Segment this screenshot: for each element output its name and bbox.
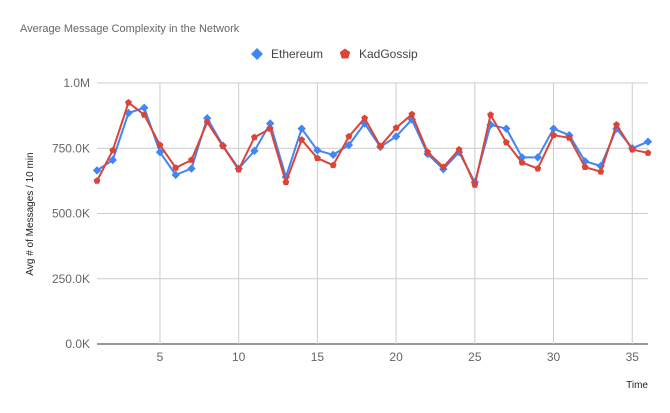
kadgossip-point	[188, 156, 195, 163]
kadgossip-point	[644, 149, 652, 156]
y-tick-label: 1.0M	[63, 76, 90, 90]
kadgossip-point	[392, 124, 400, 131]
kadgossip-point	[487, 111, 494, 118]
kadgossip-point	[376, 142, 384, 150]
x-tick-label: 20	[389, 350, 403, 364]
ethereum-point	[344, 140, 354, 150]
ethereum-point	[92, 166, 102, 175]
ethereum-point	[596, 161, 605, 171]
y-tick-label: 0.0K	[65, 337, 90, 351]
kadgossip-point	[156, 141, 164, 149]
kadgossip-point	[345, 132, 353, 140]
kadgossip-point	[597, 168, 605, 175]
x-tick-label: 5	[157, 350, 164, 364]
x-tick-label: 10	[232, 350, 246, 364]
kadgossip-point	[203, 118, 211, 126]
x-axis-label: Time	[626, 380, 648, 391]
series-ethereum	[92, 103, 653, 187]
ethereum-point	[391, 132, 401, 141]
kadgossip-point	[581, 163, 589, 170]
kadgossip-point	[109, 146, 117, 154]
kadgossip-point	[93, 177, 101, 184]
ethereum-point	[187, 164, 196, 173]
ethereum-point	[124, 108, 133, 118]
kadgossip-point	[628, 145, 636, 153]
ethereum-legend-marker	[251, 48, 263, 60]
series-layer	[92, 98, 653, 188]
ethereum-point	[360, 119, 369, 128]
legend-label-kadgossip: KadGossip	[359, 47, 418, 61]
ethereum-line	[96, 106, 649, 184]
kadgossip-point	[266, 125, 274, 132]
kadgossip-point	[534, 165, 542, 172]
legend: Ethereum KadGossip	[251, 47, 418, 61]
kadgossip-legend-marker	[339, 48, 351, 59]
kadgossip-point	[282, 178, 290, 186]
gridlines	[97, 82, 648, 345]
kadgossip-point	[455, 145, 463, 153]
ethereum-point	[502, 124, 511, 133]
legend-item-ethereum: Ethereum	[251, 47, 323, 61]
ethereum-point	[328, 150, 338, 159]
kadgossip-point	[550, 131, 557, 139]
kadgossip-point	[313, 154, 321, 162]
ethereum-point	[140, 103, 149, 112]
ethereum-point	[250, 146, 259, 156]
kadgossip-point	[439, 163, 447, 170]
kadgossip-point	[361, 114, 369, 122]
kadgossip-point	[329, 161, 337, 169]
kadgossip-point	[502, 138, 510, 146]
kadgossip-point	[424, 148, 432, 156]
y-tick-label: 500.0K	[52, 207, 90, 221]
x-tick-label: 25	[468, 350, 482, 364]
ethereum-point	[171, 170, 180, 180]
ethereum-point	[265, 119, 275, 128]
ethereum-point	[108, 155, 117, 165]
ethereum-point	[313, 146, 322, 155]
x-axis-ticks: 5 10 15 20 25 30 35	[157, 350, 640, 364]
ethereum-point	[643, 137, 653, 146]
x-tick-label: 35	[626, 350, 640, 364]
kadgossip-point	[140, 111, 148, 118]
kadgossip-point	[518, 159, 526, 166]
kadgossip-point	[219, 142, 227, 150]
kadgossip-point	[471, 181, 479, 188]
kadgossip-point	[565, 134, 573, 141]
y-tick-label: 750.0K	[52, 141, 90, 155]
kadgossip-point	[298, 136, 306, 143]
kadgossip-point	[408, 110, 416, 118]
kadgossip-point	[613, 121, 620, 128]
ethereum-point	[155, 147, 165, 157]
chart-title: Average Message Complexity in the Networ…	[20, 23, 240, 35]
legend-label-ethereum: Ethereum	[271, 47, 323, 61]
series-kadgossip	[93, 98, 652, 188]
kadgossip-point	[125, 98, 132, 106]
kadgossip-point	[172, 164, 180, 171]
y-axis-label: Avg # of Messages / 10 min	[25, 152, 36, 275]
ethereum-point	[533, 153, 542, 162]
y-axis-ticks: 0.0K 250.0K 500.0K 750.0K 1.0M	[52, 76, 90, 351]
ethereum-point	[549, 124, 558, 133]
x-tick-label: 30	[547, 350, 561, 364]
x-tick-label: 15	[311, 350, 325, 364]
legend-item-kadgossip: KadGossip	[339, 47, 418, 61]
ethereum-point	[297, 124, 306, 133]
y-tick-label: 250.0K	[52, 272, 90, 286]
kadgossip-point	[251, 133, 258, 141]
kadgossip-point	[235, 166, 243, 173]
